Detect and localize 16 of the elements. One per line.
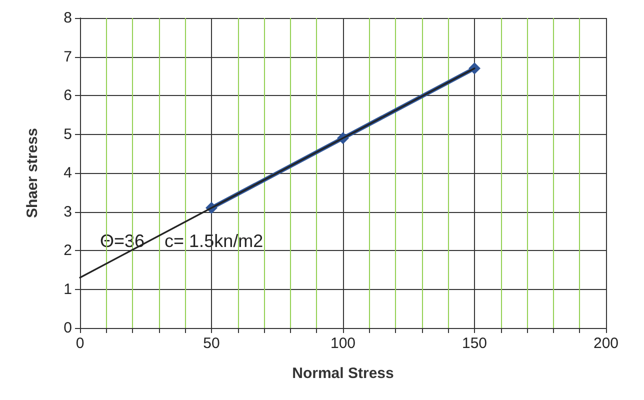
y-tick-label: 3 bbox=[64, 203, 72, 220]
x-tick-label: 100 bbox=[330, 335, 356, 352]
y-axis-title: Shaer stress bbox=[24, 128, 41, 218]
y-tick-label: 0 bbox=[64, 320, 72, 336]
y-tick-label: 8 bbox=[64, 10, 72, 26]
x-tick-label: 200 bbox=[593, 335, 619, 352]
y-tick-label: 7 bbox=[64, 48, 72, 66]
y-tick-label: 6 bbox=[64, 87, 72, 104]
y-tick-label: 4 bbox=[64, 164, 72, 182]
y-tick-label: 2 bbox=[64, 242, 72, 259]
y-tick-label: 5 bbox=[64, 126, 72, 143]
x-tick-label: 150 bbox=[462, 335, 488, 352]
x-axis-title: Normal Stress bbox=[292, 365, 394, 382]
y-tick-label: 1 bbox=[64, 280, 72, 298]
x-tick-label: 0 bbox=[76, 335, 84, 352]
x-tick-label: 50 bbox=[203, 335, 220, 352]
